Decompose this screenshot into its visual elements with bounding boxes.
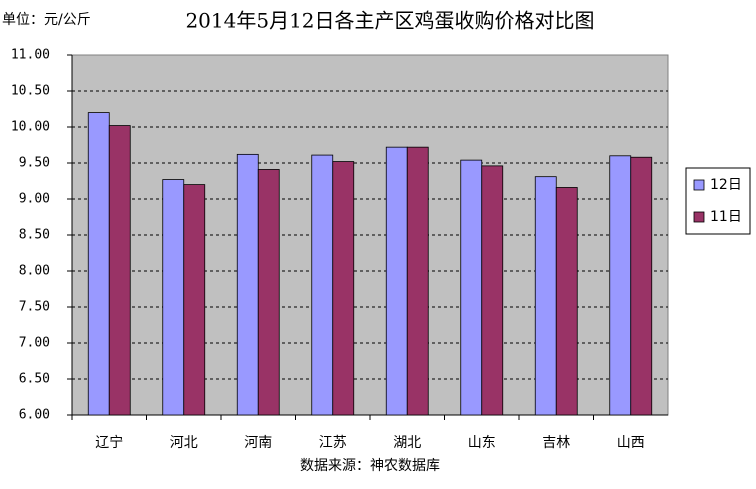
y-tick-label: 9.00 xyxy=(19,192,50,207)
bar xyxy=(257,169,280,416)
bar xyxy=(162,179,185,416)
bar xyxy=(108,125,131,416)
y-tick-label: 7.50 xyxy=(19,300,50,315)
x-tick-label: 湖北 xyxy=(393,435,421,451)
bar xyxy=(183,184,206,416)
legend-swatch xyxy=(693,211,705,223)
x-tick-label: 辽宁 xyxy=(95,434,123,451)
bar xyxy=(406,146,429,416)
bar xyxy=(236,153,259,416)
y-tick-label: 10.50 xyxy=(11,84,50,99)
bar xyxy=(385,146,408,416)
legend-label: 11日 xyxy=(710,209,742,225)
legend-swatch xyxy=(693,179,705,191)
bar xyxy=(87,112,110,416)
legend-label: 12日 xyxy=(710,177,742,193)
y-tick-label: 6.50 xyxy=(19,372,50,387)
x-tick-label: 山西 xyxy=(617,435,645,451)
legend-box xyxy=(685,167,751,235)
y-tick-label: 8.50 xyxy=(19,228,50,243)
x-tick-label: 河南 xyxy=(244,435,272,451)
y-tick-label: 8.00 xyxy=(19,264,50,279)
bar xyxy=(311,154,334,416)
y-tick-label: 6.00 xyxy=(19,408,50,423)
y-tick-label: 10.00 xyxy=(11,120,50,135)
chart-title: 2014年5月12日各主产区鸡蛋收购价格对比图 xyxy=(185,9,594,33)
unit-label: 单位：元/公斤 xyxy=(2,12,91,28)
bar xyxy=(534,176,557,416)
bar xyxy=(555,187,578,416)
y-tick-label: 9.50 xyxy=(19,156,50,171)
y-tick-label: 7.00 xyxy=(19,336,50,351)
source-note: 数据来源：神农数据库 xyxy=(300,458,440,474)
bar xyxy=(460,159,483,416)
x-tick-label: 江苏 xyxy=(319,435,347,451)
bar xyxy=(609,155,632,416)
bar xyxy=(630,156,653,416)
x-tick-label: 河北 xyxy=(170,435,198,451)
bar xyxy=(481,165,504,416)
x-tick-label: 山东 xyxy=(468,435,496,451)
x-tick-label: 吉林 xyxy=(542,435,570,451)
y-tick-label: 11.00 xyxy=(11,48,50,63)
bar xyxy=(332,161,355,416)
